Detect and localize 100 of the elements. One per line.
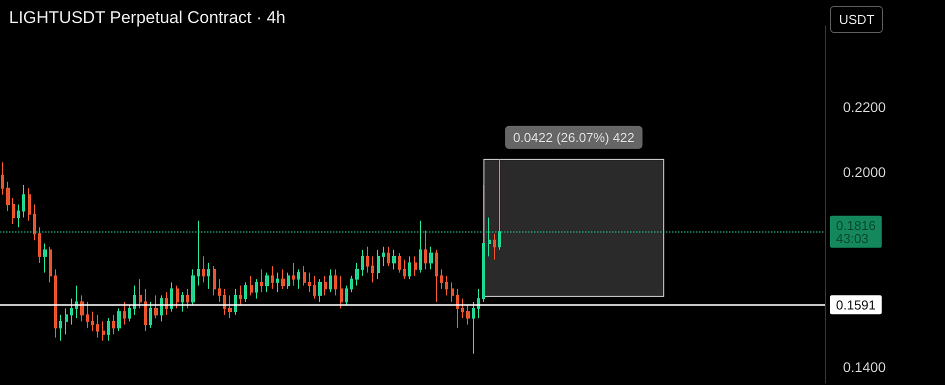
candlestick xyxy=(49,246,52,283)
candlestick xyxy=(22,184,25,218)
candlestick xyxy=(139,278,142,309)
candlestick xyxy=(324,275,327,296)
candlestick xyxy=(223,288,226,316)
candlestick xyxy=(371,256,374,283)
candlestick xyxy=(472,301,475,354)
candlestick xyxy=(461,298,464,319)
candlestick xyxy=(313,275,316,300)
candlestick xyxy=(191,268,195,306)
candlestick xyxy=(466,304,470,326)
candlestick xyxy=(445,275,448,296)
candlestick xyxy=(218,278,221,302)
y-tick-label: 0.2000 xyxy=(843,164,886,180)
candlestick xyxy=(456,288,459,328)
y-tick-label: 0.1400 xyxy=(843,358,886,375)
candlestick xyxy=(112,314,115,335)
candlestick xyxy=(265,272,269,293)
candlestick xyxy=(419,220,422,274)
candlestick xyxy=(80,294,84,322)
candlestick xyxy=(271,266,274,290)
candlestick xyxy=(170,282,173,312)
candlestick xyxy=(292,262,295,286)
candlestick xyxy=(281,268,285,290)
candlestick xyxy=(424,230,427,270)
candlestick xyxy=(197,220,200,286)
candlestick xyxy=(287,272,290,290)
candlestick xyxy=(128,304,131,322)
candlestick xyxy=(33,204,36,241)
ref-line-label: 0.1816 43:03 xyxy=(836,218,876,246)
candlestick xyxy=(482,184,485,302)
candlestick xyxy=(59,314,62,342)
candlestick xyxy=(65,308,68,335)
candlestick xyxy=(165,292,168,316)
chart-title: LIGHTUSDT Perpetual Contract · 4h xyxy=(9,8,286,27)
candlestick xyxy=(12,198,15,224)
candlestick xyxy=(488,216,491,257)
candlestick xyxy=(435,249,438,302)
candlestick xyxy=(260,268,263,293)
candlestick xyxy=(498,158,501,250)
candlestick xyxy=(408,256,411,280)
candlestick xyxy=(329,268,332,293)
candlestick xyxy=(387,246,390,267)
candlestick xyxy=(429,246,433,270)
candlestick xyxy=(181,292,184,312)
candlestick xyxy=(176,285,179,309)
candlestick xyxy=(213,266,216,296)
candlestick xyxy=(207,262,210,290)
candlestick xyxy=(451,282,454,302)
candlestick xyxy=(255,278,258,300)
candlestick xyxy=(392,249,396,270)
candlestick xyxy=(75,285,78,319)
candlestick xyxy=(334,268,337,296)
candlestick xyxy=(234,288,237,316)
candlestick xyxy=(340,275,343,309)
text: USDT xyxy=(830,6,884,33)
candlestick xyxy=(493,233,496,260)
candlestick xyxy=(54,268,57,338)
candlestick xyxy=(398,252,401,274)
candlestick xyxy=(276,272,279,293)
candlestick xyxy=(403,259,406,280)
candlestick xyxy=(244,282,247,302)
candlestick xyxy=(239,285,242,306)
candlestick xyxy=(154,294,158,319)
candlestick xyxy=(91,311,94,332)
y-tick-label: 0.2200 xyxy=(843,99,886,116)
candlestick xyxy=(86,301,89,328)
candlestick xyxy=(28,188,31,222)
candlestick xyxy=(318,278,322,302)
candlestick xyxy=(144,288,147,332)
band-label: 0.0422 (26.07%) 422 xyxy=(513,130,635,145)
candlestick xyxy=(361,249,364,276)
candlestick xyxy=(366,246,369,274)
candlestick xyxy=(308,272,311,293)
candlestick xyxy=(350,275,353,293)
candlestick xyxy=(70,298,73,326)
candlestick xyxy=(186,288,189,309)
candlestick xyxy=(123,301,126,326)
candlestick xyxy=(1,162,4,196)
candlestick xyxy=(149,301,152,328)
ref-line-label: 0.1591 xyxy=(836,297,876,312)
candlestick xyxy=(382,246,385,267)
candlestick xyxy=(102,320,105,342)
candlestick xyxy=(414,256,417,276)
candlestick xyxy=(477,288,480,319)
candlestick xyxy=(6,181,10,212)
candlestick xyxy=(96,314,99,338)
candlestick xyxy=(228,294,232,319)
candlestick xyxy=(117,308,121,332)
candlestick xyxy=(160,294,163,322)
candlestick xyxy=(297,268,300,290)
candlestick xyxy=(345,285,348,306)
candlestick xyxy=(38,226,41,264)
candlestick xyxy=(133,285,136,316)
candlestick xyxy=(43,242,47,274)
candlestick xyxy=(17,204,20,228)
candlestick xyxy=(377,249,380,280)
candlestick xyxy=(303,266,306,286)
candlestick xyxy=(202,256,205,283)
candlestick xyxy=(440,268,443,290)
